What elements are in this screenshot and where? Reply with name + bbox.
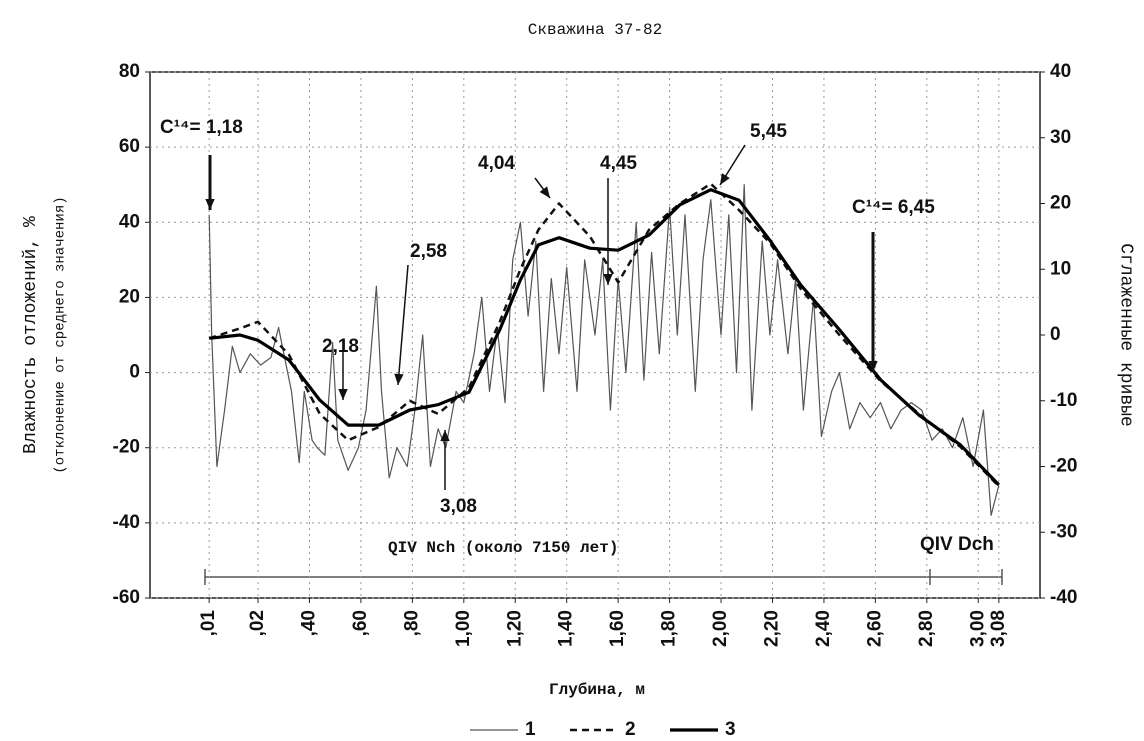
arrow-head (868, 360, 878, 372)
annotation: 4,45 (600, 153, 637, 174)
arrow-head (720, 173, 730, 185)
annotation: 4,04 (478, 153, 515, 174)
annotation: C¹⁴= 1,18 (160, 117, 243, 138)
x-tick-label: 3,00 (967, 610, 988, 647)
y2-tick-label: 0 (1050, 324, 1061, 345)
x-tick-label: ,02 (247, 610, 268, 636)
y2-tick-label: -10 (1050, 390, 1077, 411)
annotation: 2,18 (322, 336, 359, 357)
y-tick-label: 0 (129, 362, 140, 383)
legend-label: 1 (525, 719, 536, 740)
x-tick-label: ,80 (401, 610, 422, 636)
x-tick-label: ,60 (350, 610, 371, 636)
series-line (208, 184, 1000, 516)
chart-title: Скважина 37-82 (528, 21, 662, 39)
x-tick-label: 3,08 (988, 610, 1009, 647)
x-tick-label: ,01 (198, 610, 219, 637)
arrow-head (539, 186, 550, 198)
y-axis-subtitle: (отклонение от среднего значения) (53, 196, 69, 473)
y-tick-label: -60 (113, 587, 140, 608)
x-tick-label: 2,80 (916, 610, 937, 647)
y2-tick-label: 40 (1050, 61, 1071, 82)
x-tick-label: 2,40 (813, 610, 834, 647)
annotation: QIV Dch (920, 534, 994, 555)
y2-tick-label: -40 (1050, 587, 1077, 608)
legend-label: 2 (625, 719, 636, 740)
y2-tick-label: 20 (1050, 193, 1071, 214)
x-tick-label: 2,60 (864, 610, 885, 647)
y2-axis-title: Сглаженные кривые (1115, 243, 1135, 427)
y-tick-label: 60 (119, 136, 140, 157)
x-tick-label: 2,20 (762, 610, 783, 647)
annotation: C¹⁴= 6,45 (852, 197, 935, 218)
x-tick-label: 2,00 (710, 610, 731, 647)
y2-tick-label: -30 (1050, 521, 1077, 542)
series-line (208, 182, 1000, 488)
y-tick-label: -20 (113, 437, 140, 458)
x-axis-title: Глубина, м (549, 681, 645, 699)
annotation: QIV Nch (около 7150 лет) (388, 539, 618, 557)
arrow-head (205, 198, 215, 210)
x-tick-label: ,40 (298, 610, 319, 636)
annotation-arrow (397, 264, 409, 386)
y-tick-label: 80 (119, 61, 140, 82)
annotation: 3,08 (440, 496, 477, 517)
y-tick-label: 20 (119, 286, 140, 307)
y2-tick-label: 10 (1050, 258, 1071, 279)
series-line (209, 188, 1000, 487)
arrow-head (603, 273, 613, 285)
y-tick-label: 40 (119, 211, 140, 232)
y-tick-label: -40 (113, 512, 140, 533)
y2-tick-label: -20 (1050, 456, 1077, 477)
arrow-head (440, 430, 450, 442)
x-tick-label: 1,60 (607, 610, 628, 647)
y-axis-title: Влажность отложений, % (21, 216, 41, 454)
x-tick-label: 1,40 (556, 610, 577, 647)
arrow-head (394, 373, 404, 385)
arrow-head (338, 388, 348, 400)
legend-label: 3 (725, 719, 736, 740)
x-tick-label: 1,20 (504, 610, 525, 647)
period-bracket (204, 569, 1003, 585)
x-tick-label: 1,00 (453, 610, 474, 647)
annotation: 2,58 (410, 241, 447, 262)
x-tick-label: 1,80 (659, 610, 680, 647)
y2-tick-label: 30 (1050, 127, 1071, 148)
annotation: 5,45 (750, 121, 787, 142)
